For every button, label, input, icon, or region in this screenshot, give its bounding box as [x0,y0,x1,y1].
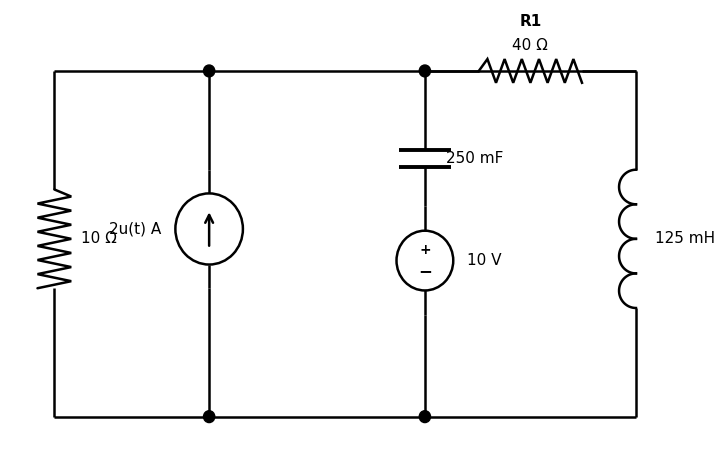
Circle shape [419,411,430,423]
Text: +: + [419,243,431,257]
Text: 2u(t) A: 2u(t) A [109,222,161,237]
Circle shape [204,411,214,423]
Text: R1: R1 [519,15,542,30]
Text: 10 Ω: 10 Ω [81,232,116,247]
Text: 125 mH: 125 mH [655,232,715,247]
Text: 40 Ω: 40 Ω [513,38,548,53]
Text: 10 V: 10 V [467,253,502,268]
Circle shape [419,65,430,77]
Text: −: − [418,262,432,280]
Text: 250 mF: 250 mF [445,151,503,166]
Circle shape [204,65,214,77]
